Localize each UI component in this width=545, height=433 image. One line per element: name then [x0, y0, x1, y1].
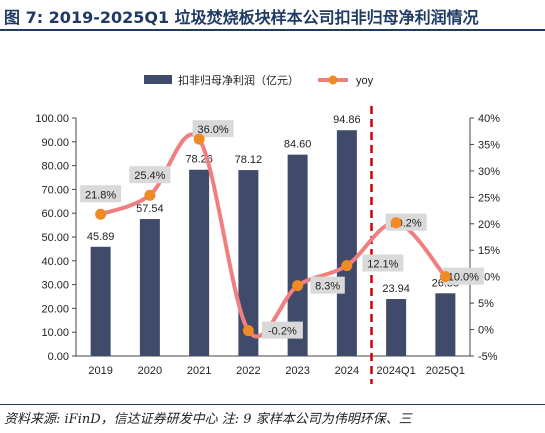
- yoy-label-box: [261, 321, 303, 339]
- bar-value-label: 94.86: [333, 114, 361, 126]
- left-axis-tick-label: 0.00: [48, 351, 69, 363]
- right-axis-tick-label: -5%: [478, 351, 498, 363]
- chart-area: 0.00 10.00 20.00 30.00 40.00 50.00 60.00 70.00 8…: [35, 73, 500, 384]
- x-axis-tick-label: 2019: [88, 365, 112, 377]
- yoy-marker-2022: [242, 325, 254, 337]
- left-axis-tick-label: 40.00: [41, 256, 69, 268]
- yoy-value-label: 25.4%: [134, 170, 165, 182]
- right-axis-tick-label: 0%: [478, 325, 494, 337]
- x-axis-tick-label: 2023: [285, 365, 309, 377]
- x-axis-tick-label: 2021: [187, 365, 211, 377]
- right-axis-tick-label: 15%: [478, 245, 500, 257]
- title-underline: [0, 29, 545, 31]
- yoy-value-label: -0.2%: [268, 326, 297, 338]
- bar-2024Q1: [386, 299, 407, 356]
- left-axis-tick-label: 10.00: [41, 327, 69, 339]
- yoy-value-label: 21.8%: [85, 189, 116, 201]
- legend-line-label: yoy: [356, 75, 374, 87]
- left-axis-tick-label: 80.00: [41, 161, 69, 173]
- legend-bar-label: 扣非归母净利润（亿元）: [178, 73, 299, 87]
- bar-2024: [336, 130, 357, 356]
- yoy-label-box: [362, 254, 404, 272]
- yoy-marker-2019: [95, 208, 107, 220]
- left-axis-tick-label: 90.00: [41, 137, 69, 149]
- left-axis-tick-label: 20.00: [41, 303, 69, 315]
- yoy-marker-2024Q1: [390, 217, 402, 229]
- source-divider: [0, 404, 545, 405]
- bar-value-label: 23.94: [382, 283, 410, 295]
- figure-title-bar: 图 7: 2019-2025Q1 垃圾焚烧板块样本公司扣非归母净利润情况: [0, 0, 545, 31]
- bar-value-label: 57.54: [136, 203, 164, 215]
- left-axis-tick-label: 50.00: [41, 232, 69, 244]
- yoy-label-box: [129, 166, 171, 184]
- left-axis-tick-label: 30.00: [41, 280, 69, 292]
- legend-line-marker: [328, 75, 338, 85]
- yoy-label-box: [310, 276, 345, 294]
- x-axis-tick-label: 2022: [236, 365, 260, 377]
- yoy-label-box: [80, 185, 122, 203]
- legend-bar-swatch: [144, 75, 172, 84]
- bar-2023: [287, 154, 308, 356]
- right-axis-tick-label: 30%: [478, 166, 500, 178]
- bar-value-label: 84.60: [284, 139, 312, 151]
- yoy-value-label: 10.0%: [448, 272, 479, 284]
- yoy-value-label: 8.3%: [315, 281, 340, 293]
- yoy-label-box: [442, 267, 484, 285]
- yoy-marker-2021: [193, 133, 205, 145]
- figure-source: 资料来源: iFinD，信达证券研发中心 注: 9 家样本公司为伟明环保、三: [4, 412, 412, 427]
- right-axis-tick-label: 25%: [478, 192, 500, 204]
- yoy-value-label: 12.1%: [367, 259, 398, 271]
- left-axis-tick-label: 60.00: [41, 208, 69, 220]
- right-axis-tick-label: 40%: [478, 113, 500, 125]
- left-axis-tick-label: 70.00: [41, 184, 69, 196]
- right-axis-tick-label: 5%: [478, 298, 494, 310]
- left-axis-tick-label: 100.00: [35, 113, 69, 125]
- yoy-marker-2024: [341, 260, 353, 272]
- yoy-marker-2020: [144, 189, 156, 201]
- yoy-value-label: 36.0%: [198, 124, 229, 136]
- x-axis-tick-label: 2020: [138, 365, 162, 377]
- bar-2019: [90, 246, 111, 356]
- x-axis-tick-label: 2024: [335, 365, 359, 377]
- yoy-label-box: [192, 120, 234, 138]
- bar-2021: [189, 169, 210, 356]
- bar-2020: [139, 219, 160, 356]
- x-axis-tick-label: 2024Q1: [377, 365, 416, 377]
- yoy-marker-2025Q1: [439, 271, 451, 283]
- bar-2025Q1: [435, 293, 456, 356]
- x-axis-tick-label: 2025Q1: [426, 365, 465, 377]
- right-axis-tick-label: 35%: [478, 139, 500, 151]
- right-axis-tick-label: 20%: [478, 219, 500, 231]
- yoy-marker-2023: [292, 280, 304, 292]
- bar-value-label: 45.89: [87, 231, 115, 243]
- bar-value-label: 78.12: [235, 154, 263, 166]
- figure-title: 图 7: 2019-2025Q1 垃圾焚烧板块样本公司扣非归母净利润情况: [4, 8, 479, 27]
- bar-2022: [238, 170, 259, 356]
